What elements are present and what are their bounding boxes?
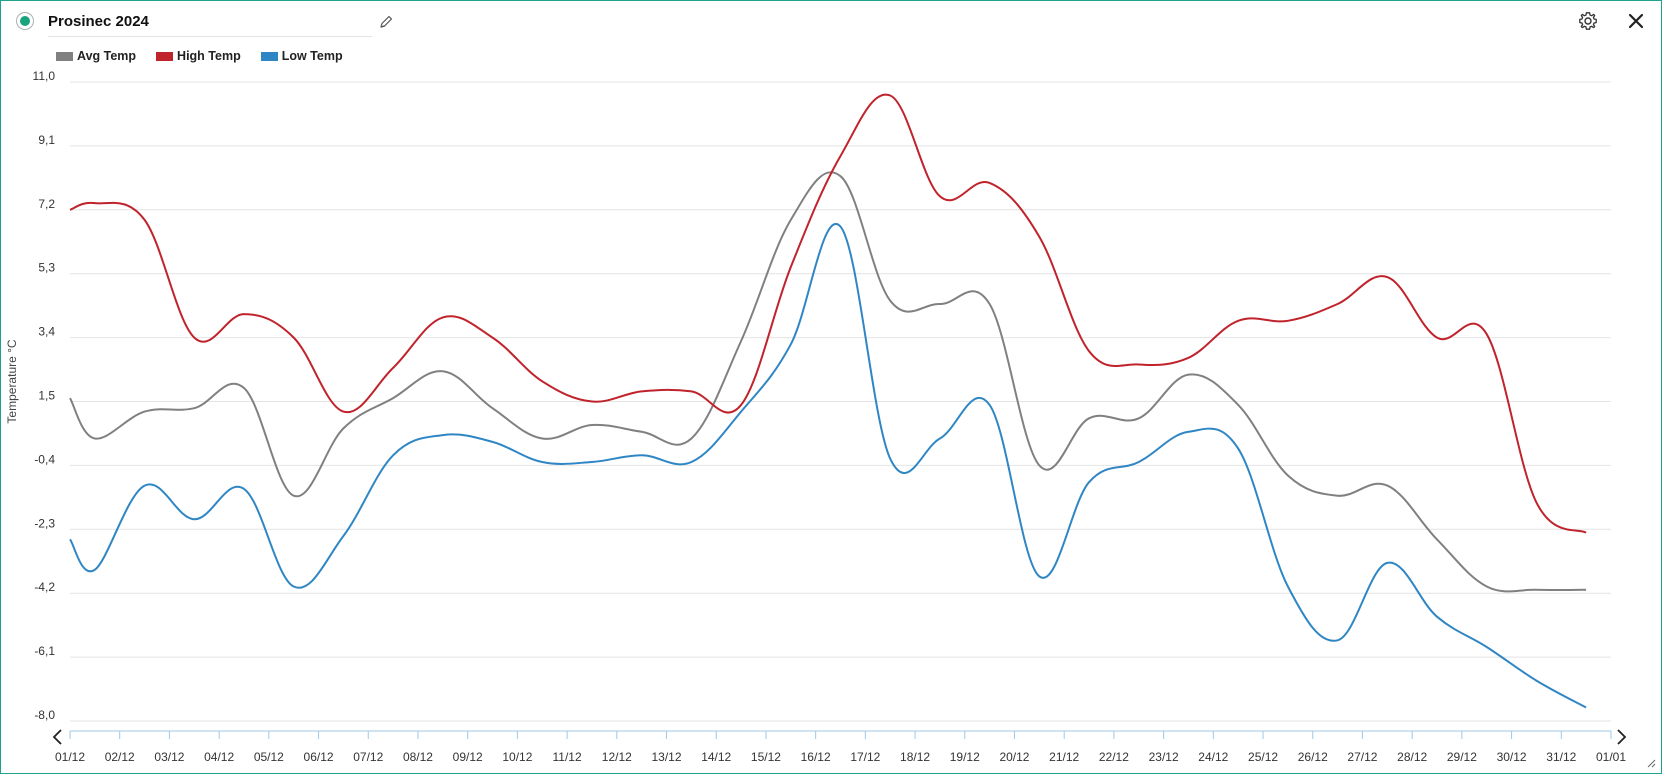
x-tick-label: 11/12 — [553, 750, 582, 764]
x-tick-label: 12/12 — [602, 750, 632, 764]
x-tick-label: 14/12 — [701, 750, 731, 764]
x-tick-label: 24/12 — [1198, 750, 1228, 764]
series-line-avg-temp — [69, 171, 1587, 593]
y-tick-label: 11,0 — [33, 69, 56, 83]
chart-header: Prosinec 2024 — [0, 0, 1662, 44]
x-tick-label: 29/12 — [1447, 750, 1477, 764]
x-tick-label: 30/12 — [1497, 750, 1527, 764]
chevron-left-icon[interactable] — [50, 727, 66, 747]
x-tick-label: 08/12 — [403, 750, 433, 764]
chart-title[interactable]: Prosinec 2024 — [48, 13, 372, 37]
y-tick-label: 7,2 — [38, 197, 55, 211]
legend-label-low-temp: Low Temp — [281, 49, 343, 63]
x-tick-label: 26/12 — [1298, 750, 1328, 764]
chevron-right-icon[interactable] — [1613, 727, 1629, 747]
x-tick-label: 27/12 — [1347, 750, 1377, 764]
x-tick-label: 17/12 — [850, 750, 880, 764]
y-tick-label: 9,1 — [38, 133, 55, 147]
legend-swatch-high-temp — [156, 51, 174, 61]
x-tick-label: 13/12 — [652, 750, 682, 764]
y-tick-label: -2,3 — [34, 516, 55, 530]
chart-legend: Avg Temp High Temp Low Temp — [56, 46, 363, 66]
resize-grip-icon[interactable] — [1644, 756, 1656, 768]
y-tick-label: -0,4 — [34, 452, 55, 466]
x-tick-label: 21/12 — [1049, 750, 1079, 764]
x-tick-label: 20/12 — [999, 750, 1029, 764]
x-tick-label: 19/12 — [950, 750, 980, 764]
x-tick-label: 09/12 — [453, 750, 483, 764]
y-tick-label: -6,1 — [34, 644, 55, 658]
legend-swatch-avg-temp — [56, 51, 73, 61]
close-icon[interactable] — [1626, 11, 1646, 31]
legend-swatch-low-temp — [260, 51, 278, 61]
gear-icon[interactable] — [1578, 11, 1598, 31]
x-tick-label: 23/12 — [1149, 750, 1179, 764]
x-tick-label: 01/01 — [1596, 750, 1626, 764]
series-line-high-temp — [69, 93, 1587, 534]
series-line-low-temp — [69, 223, 1587, 709]
grid-lines — [70, 81, 1611, 722]
x-tick-label: 22/12 — [1099, 750, 1129, 764]
x-tick-label: 04/12 — [204, 750, 234, 764]
y-axis: 11,0 9,1 7,2 5,3 3,4 1,5 -0,4 -2,3 -4,2 -6,1 -8,0 — [33, 69, 56, 722]
x-tick-label: 10/12 — [502, 750, 532, 764]
x-tick-label: 01/12 — [55, 750, 85, 764]
status-indicator[interactable] — [16, 12, 34, 30]
y-tick-label: 5,3 — [38, 261, 55, 275]
x-tick-label: 28/12 — [1397, 750, 1427, 764]
legend-item-high-temp[interactable]: High Temp — [156, 49, 241, 63]
x-tick-label: 25/12 — [1248, 750, 1278, 764]
legend-label-avg-temp: Avg Temp — [77, 49, 137, 63]
x-tick-label: 03/12 — [154, 750, 184, 764]
x-axis: 01/12 02/12 03/12 04/12 05/12 06/12 07/12 08/12… — [55, 730, 1626, 764]
x-tick-label: 06/12 — [304, 750, 334, 764]
y-tick-label: 1,5 — [38, 389, 55, 403]
x-tick-label: 18/12 — [900, 750, 930, 764]
legend-item-avg-temp[interactable]: Avg Temp — [56, 49, 136, 63]
series-lines — [69, 93, 1587, 709]
x-tick-label: 02/12 — [105, 750, 135, 764]
pencil-icon[interactable] — [378, 14, 394, 30]
y-tick-label: 3,4 — [38, 325, 55, 339]
y-axis-title: Temperature °C — [5, 339, 19, 423]
legend-item-low-temp[interactable]: Low Temp — [260, 49, 343, 63]
x-tick-label: 07/12 — [353, 750, 383, 764]
legend-label-high-temp: High Temp — [177, 49, 241, 63]
x-tick-label: 16/12 — [801, 750, 831, 764]
x-tick-label: 15/12 — [751, 750, 781, 764]
x-tick-label: 31/12 — [1546, 750, 1576, 764]
y-tick-label: -4,2 — [34, 580, 55, 594]
x-tick-label: 05/12 — [254, 750, 284, 764]
y-tick-label: -8,0 — [34, 708, 55, 722]
